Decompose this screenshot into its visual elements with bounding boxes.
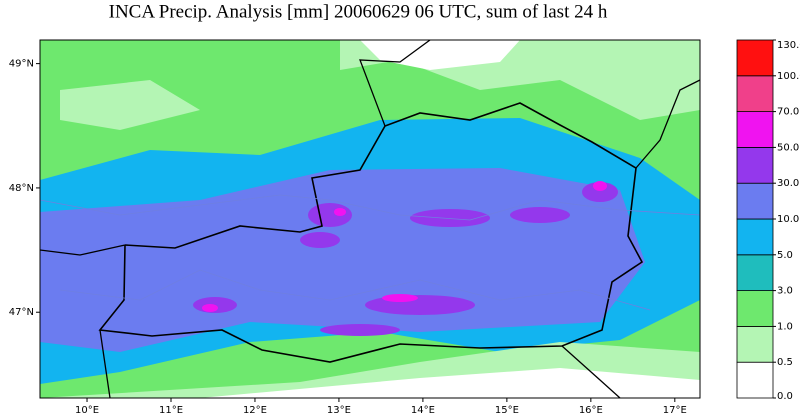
germany-border (40, 244, 126, 256)
precip-field (40, 40, 700, 398)
italy-border (99, 329, 111, 398)
rivers (59, 269, 651, 311)
lat-tick-label: 49°N (9, 59, 34, 70)
lat-tick-label: 48°N (9, 183, 34, 194)
colorbar-bin (736, 254, 774, 292)
colorbar-label: 100.0 (777, 71, 800, 82)
colorbar-bin (736, 146, 774, 184)
colorbar-bin (736, 111, 774, 148)
colorbar-label: 10.0 (777, 214, 799, 225)
map-title: INCA Precip. Analysis [mm] 20060629 06 U… (109, 1, 608, 22)
precip-cell (320, 324, 400, 336)
slovenia-border (561, 345, 621, 398)
precip-cell (308, 203, 352, 227)
colorbar-label: 130.0 (777, 40, 800, 51)
colorbar-bin (736, 182, 774, 220)
slovakia-border (635, 79, 700, 169)
czech-border (359, 40, 431, 127)
colorbar-label: 70.0 (777, 107, 799, 118)
colorbar-label: 50.0 (777, 142, 799, 153)
lon-tick-label: 12°E (243, 405, 267, 416)
borders (40, 40, 700, 398)
precip-cell (202, 304, 218, 312)
lon-tick-label: 11°E (159, 405, 183, 416)
precip-cell (300, 232, 340, 248)
colorbar-bin (736, 325, 774, 363)
colorbar-bin (736, 290, 774, 327)
colorbar-label: 30.0 (777, 178, 799, 189)
lon-tick-label: 15°E (495, 405, 519, 416)
precip-cell (365, 295, 475, 315)
colorbar-bin (736, 39, 774, 77)
precip-region (40, 168, 645, 352)
lon-tick-label: 17°E (663, 405, 687, 416)
colorbar-label: 3.0 (777, 286, 793, 297)
precip-region (60, 80, 200, 130)
rivers (40, 194, 700, 221)
precip-cell (334, 208, 346, 216)
lon-tick-label: 14°E (411, 405, 435, 416)
colorbar-bin (736, 75, 774, 113)
colorbar-label: 0.0 (777, 391, 793, 402)
colorbar-label: 1.0 (777, 321, 793, 332)
austria-border (98, 102, 644, 363)
lon-tick-label: 16°E (579, 405, 603, 416)
colorbar: 0.0 0.5 1.0 3.0 5.0 10.0 30.0 50.0 70.0 100.0 130.… (736, 39, 800, 402)
precip-cell (382, 294, 418, 302)
map-frame (39, 39, 701, 399)
precip-region (200, 368, 700, 398)
colorbar-label: 5.0 (777, 250, 793, 261)
axes: 10°E 11°E 12°E 13°E 14°E 15°E 16°E 17°E 47°N 48°N… (9, 59, 687, 416)
lon-tick-label: 13°E (327, 405, 351, 416)
lon-tick-label: 10°E (75, 405, 99, 416)
precip-cell (510, 207, 570, 223)
lat-tick-label: 47°N (9, 307, 34, 318)
precip-cell (410, 209, 490, 227)
colorbar-label: 0.5 (777, 357, 793, 368)
precip-cell (593, 181, 607, 191)
precip-cell (582, 182, 618, 202)
colorbar-bin (736, 361, 774, 399)
colorbar-bin (736, 218, 774, 256)
